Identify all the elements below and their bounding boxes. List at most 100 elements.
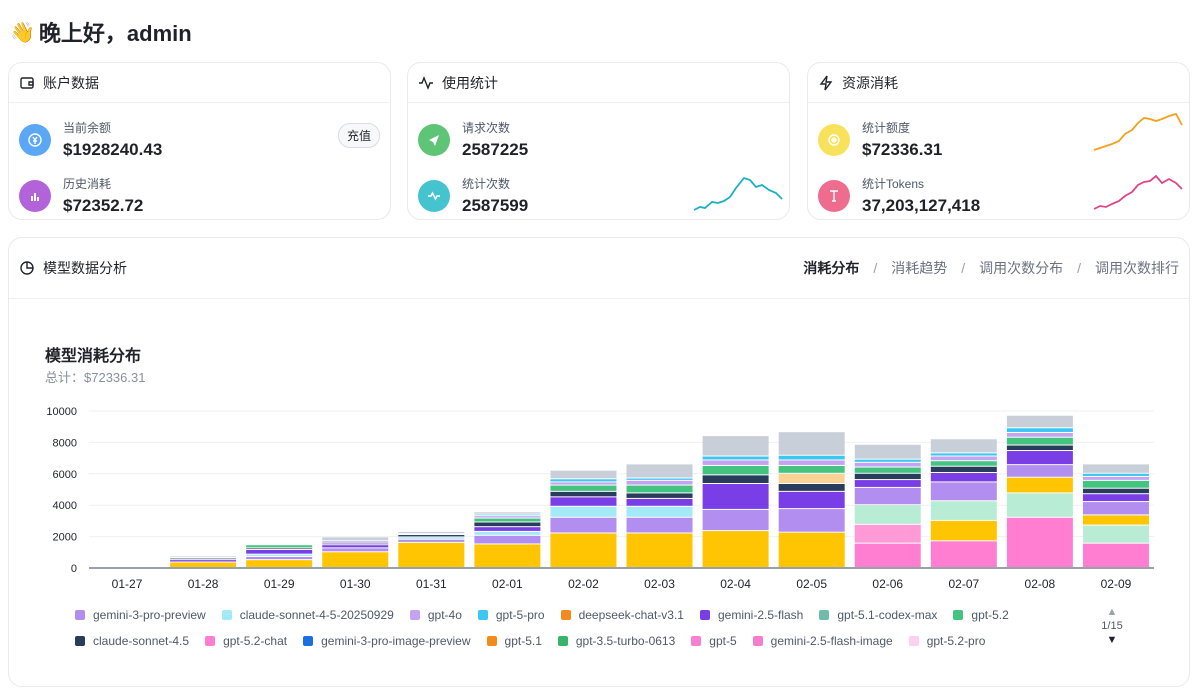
bar-segment[interactable] bbox=[930, 473, 997, 482]
bar-segment[interactable] bbox=[322, 541, 389, 543]
bar-segment[interactable] bbox=[322, 552, 389, 567]
bar-segment[interactable] bbox=[170, 558, 237, 560]
bar-segment[interactable] bbox=[1006, 493, 1073, 517]
bar-segment[interactable] bbox=[1082, 515, 1149, 525]
bar-segment[interactable] bbox=[702, 484, 769, 509]
bar-segment[interactable] bbox=[474, 544, 541, 567]
bar-segment[interactable] bbox=[702, 456, 769, 460]
legend-item[interactable]: gpt-5.1-codex-max bbox=[819, 608, 937, 622]
bar-segment[interactable] bbox=[854, 505, 921, 524]
bar-segment[interactable] bbox=[854, 459, 921, 462]
recharge-button[interactable]: 充值 bbox=[337, 123, 380, 148]
bar-segment[interactable] bbox=[550, 470, 617, 479]
bar-segment[interactable] bbox=[854, 487, 921, 505]
bar-segment[interactable] bbox=[1082, 502, 1149, 515]
bar-segment[interactable] bbox=[778, 465, 845, 473]
bar-segment[interactable] bbox=[398, 535, 465, 537]
bar-segment[interactable] bbox=[930, 541, 997, 567]
bar-segment[interactable] bbox=[170, 556, 237, 557]
bar-segment[interactable] bbox=[778, 432, 845, 455]
bar-segment[interactable] bbox=[398, 539, 465, 542]
legend-item[interactable]: gpt-5.2-chat bbox=[205, 634, 287, 648]
legend-next-icon[interactable]: ▼ bbox=[1106, 634, 1118, 646]
bar-segment[interactable] bbox=[1006, 415, 1073, 428]
bar-segment[interactable] bbox=[1082, 464, 1149, 473]
bar-segment[interactable] bbox=[702, 465, 769, 475]
tab-consumption-trend[interactable]: 消耗趋势 bbox=[891, 260, 948, 276]
bar-segment[interactable] bbox=[702, 509, 769, 531]
bar-segment[interactable] bbox=[702, 531, 769, 567]
bar-segment[interactable] bbox=[474, 531, 541, 535]
bar-segment[interactable] bbox=[854, 524, 921, 543]
bar-segment[interactable] bbox=[322, 537, 389, 541]
bar-segment[interactable] bbox=[930, 461, 997, 466]
bar-segment[interactable] bbox=[702, 460, 769, 465]
bar-segment[interactable] bbox=[474, 527, 541, 531]
bar-segment[interactable] bbox=[854, 444, 921, 459]
bar-segment[interactable] bbox=[854, 543, 921, 567]
bar-segment[interactable] bbox=[930, 482, 997, 501]
bar-segment[interactable] bbox=[1082, 494, 1149, 502]
legend-item[interactable]: gpt-5-pro bbox=[477, 608, 545, 622]
bar-segment[interactable] bbox=[550, 517, 617, 533]
bar-segment[interactable] bbox=[170, 560, 237, 562]
bar-segment[interactable] bbox=[246, 548, 313, 549]
bar-segment[interactable] bbox=[398, 531, 465, 534]
bar-segment[interactable] bbox=[170, 562, 237, 567]
bar-segment[interactable] bbox=[854, 462, 921, 467]
bar-segment[interactable] bbox=[930, 456, 997, 461]
bar-segment[interactable] bbox=[930, 453, 997, 456]
bar-segment[interactable] bbox=[778, 484, 845, 491]
bar-segment[interactable] bbox=[626, 480, 693, 485]
bar-segment[interactable] bbox=[322, 543, 389, 545]
bar-segment[interactable] bbox=[1082, 480, 1149, 488]
bar-segment[interactable] bbox=[1006, 428, 1073, 432]
bar-segment[interactable] bbox=[398, 537, 465, 539]
bar-segment[interactable] bbox=[550, 506, 617, 517]
legend-item[interactable]: gpt-5.1 bbox=[486, 634, 542, 648]
legend-item[interactable]: gemini-2.5-flash bbox=[699, 608, 803, 622]
legend-item[interactable]: claude-sonnet-4.5 bbox=[75, 634, 189, 648]
bar-segment[interactable] bbox=[474, 512, 541, 514]
bar-segment[interactable] bbox=[246, 545, 313, 548]
bar-segment[interactable] bbox=[778, 491, 845, 509]
bar-segment[interactable] bbox=[854, 480, 921, 487]
bar-segment[interactable] bbox=[626, 493, 693, 498]
bar-segment[interactable] bbox=[1006, 517, 1073, 567]
legend-item[interactable]: gpt-4o bbox=[409, 608, 462, 622]
bar-segment[interactable] bbox=[626, 498, 693, 506]
bar-segment[interactable] bbox=[550, 533, 617, 567]
legend-item[interactable]: gpt-5.2-pro bbox=[908, 634, 985, 648]
bar-segment[interactable] bbox=[474, 518, 541, 522]
bar-segment[interactable] bbox=[626, 533, 693, 567]
bar-segment[interactable] bbox=[1006, 465, 1073, 477]
bar-segment[interactable] bbox=[550, 482, 617, 485]
bar-segment[interactable] bbox=[626, 485, 693, 493]
bar-segment[interactable] bbox=[474, 522, 541, 527]
bar-segment[interactable] bbox=[778, 509, 845, 532]
bar-segment[interactable] bbox=[930, 520, 997, 541]
tab-call-ranking[interactable]: 调用次数排行 bbox=[1095, 260, 1179, 276]
bar-segment[interactable] bbox=[702, 475, 769, 484]
bar-segment[interactable] bbox=[1082, 473, 1149, 476]
bar-segment[interactable] bbox=[1082, 543, 1149, 567]
bar-segment[interactable] bbox=[1082, 525, 1149, 543]
bar-segment[interactable] bbox=[474, 514, 541, 516]
tab-consumption-distribution[interactable]: 消耗分布 bbox=[803, 260, 860, 276]
bar-segment[interactable] bbox=[550, 497, 617, 506]
bar-segment[interactable] bbox=[1006, 437, 1073, 445]
bar-segment[interactable] bbox=[778, 532, 845, 567]
bar-segment[interactable] bbox=[246, 557, 313, 560]
bar-segment[interactable] bbox=[854, 473, 921, 480]
legend-item[interactable]: deepseek-chat-v3.1 bbox=[560, 608, 684, 622]
bar-segment[interactable] bbox=[246, 560, 313, 567]
bar-segment[interactable] bbox=[1006, 432, 1073, 437]
legend-item[interactable]: gpt-5.2 bbox=[953, 608, 1009, 622]
legend-item[interactable]: gemini-3-pro-preview bbox=[75, 608, 206, 622]
bar-segment[interactable] bbox=[854, 467, 921, 473]
bar-segment[interactable] bbox=[550, 485, 617, 491]
bar-segment[interactable] bbox=[1006, 451, 1073, 465]
bar-segment[interactable] bbox=[778, 455, 845, 460]
legend-prev-icon[interactable]: ▲ bbox=[1106, 606, 1118, 618]
bar-segment[interactable] bbox=[550, 491, 617, 497]
